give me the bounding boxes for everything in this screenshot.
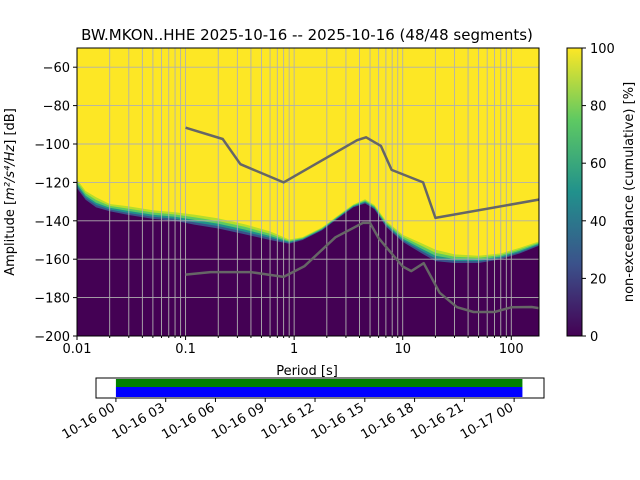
colorbar-tick-label: 100: [590, 42, 615, 57]
y-tick-label: −200: [34, 330, 70, 345]
y-axis-label-units: m²/s⁴/Hz: [3, 144, 18, 200]
y-tick-label: −100: [34, 138, 70, 153]
y-axis-label-suffix: ] [dB]: [3, 108, 18, 145]
colorbar-tick-label: 40: [590, 215, 607, 230]
coverage-frame: [95, 377, 545, 399]
colorbar-tick-label: 60: [590, 157, 607, 172]
y-axis-ticks: −200 −180 −160 −140 −120 −100 −80 −60: [34, 61, 77, 345]
time-tick-label: 10-17 00: [458, 400, 516, 442]
colorbar-tick-label: 80: [590, 100, 607, 115]
ppsd-plot-area: 0.01 0.1 1 10 100 −200 −180 −160 −140 −120 −100 −8…: [34, 47, 540, 357]
x-tick-label: 0.01: [63, 342, 92, 357]
coverage-available-bar: [115, 379, 523, 387]
noise-model-layer: [185, 126, 539, 314]
chart-title: BW.MKON..HHE 2025-10-16 -- 2025-10-16 (4…: [81, 26, 533, 44]
time-tick-label: 10-16 03: [110, 400, 168, 442]
colorbar-label: non-exceedance (cumulative) [%]: [622, 82, 637, 302]
time-tick-label: 10-16 09: [209, 400, 267, 442]
colorbar-ticks: 0 20 40 60 80 100: [582, 42, 615, 345]
y-tick-label: −140: [34, 215, 70, 230]
time-tick-label: 10-16 21: [408, 400, 466, 442]
time-tick-label: 10-16 18: [358, 400, 416, 442]
x-tick-label: 100: [499, 342, 524, 357]
colorbar-tick-label: 20: [590, 272, 607, 287]
time-tick-label: 10-16 12: [259, 400, 317, 442]
x-tick-label: 0.1: [175, 342, 196, 357]
time-tick-label: 10-16 06: [159, 400, 217, 442]
time-tick-label: 10-16 15: [309, 400, 367, 442]
plot-frame: [76, 47, 540, 337]
coverage-segments-bar: [115, 387, 523, 397]
time-tick-label: 10-16 00: [60, 400, 118, 442]
colorbar: 0 20 40 60 80 100 non-exceedance (cumulative)…: [566, 42, 637, 345]
y-tick-label: −120: [34, 176, 70, 191]
y-tick-label: −160: [34, 253, 70, 268]
grid-layer: [77, 48, 539, 336]
x-axis-ticks: 0.01 0.1 1 10 100: [63, 336, 524, 357]
x-tick-label: 10: [394, 342, 411, 357]
x-axis-label: Period [s]: [276, 364, 338, 379]
series-nhnm: [185, 126, 539, 220]
y-tick-label: −80: [43, 100, 70, 115]
y-tick-label: −180: [34, 292, 70, 307]
series-nlnm: [185, 221, 539, 314]
x-tick-label: 1: [290, 342, 298, 357]
y-tick-label: −60: [43, 61, 70, 76]
y-axis-label: Amplitude [m²/s⁴/Hz] [dB]: [3, 108, 18, 276]
colorbar-tick-label: 0: [590, 330, 598, 345]
colorbar-gradient: [566, 47, 583, 337]
y-axis-label-prefix: Amplitude [: [3, 200, 18, 276]
